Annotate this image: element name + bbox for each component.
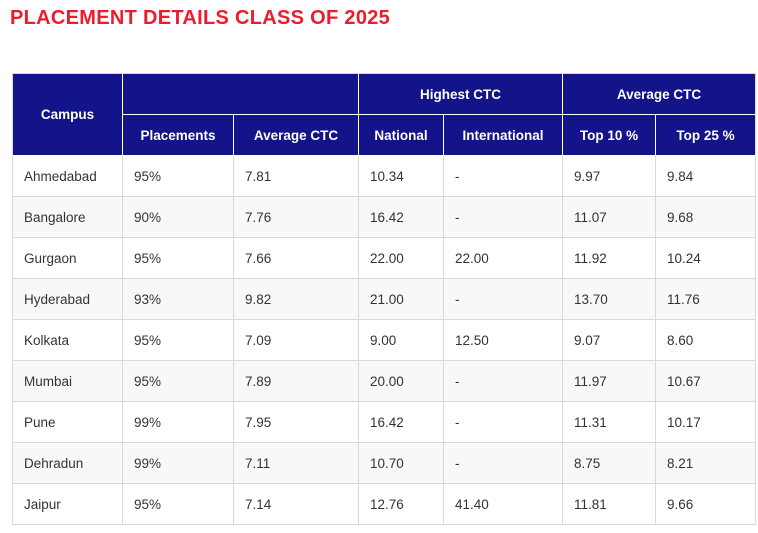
avg-ctc-top25-cell: 8.60 (655, 319, 756, 361)
header-row-groups: Campus Highest CTC Average CTC (12, 73, 756, 156)
avg-ctc-top25-cell: 11.76 (655, 278, 756, 320)
highest-ctc-international-cell: 22.00 (443, 237, 563, 279)
avg-ctc-top10-cell: 11.81 (562, 483, 656, 525)
table-row: Jaipur 95% 7.14 12.76 41.40 11.81 9.66 (12, 483, 756, 525)
header-top-10: Top 10 % (562, 114, 656, 156)
avg-ctc-top10-cell: 8.75 (562, 442, 656, 484)
highest-ctc-national-cell: 16.42 (358, 401, 444, 443)
avg-ctc-top25-cell: 10.67 (655, 360, 756, 402)
highest-ctc-international-cell: - (443, 278, 563, 320)
header-average-ctc: Average CTC (233, 114, 359, 156)
highest-ctc-national-cell: 12.76 (358, 483, 444, 525)
header-national: National (358, 114, 444, 156)
header-blank-cell (122, 73, 359, 115)
highest-ctc-national-cell: 9.00 (358, 319, 444, 361)
highest-ctc-national-cell: 10.70 (358, 442, 444, 484)
placements-cell: 93% (122, 278, 234, 320)
average-ctc-cell: 9.82 (233, 278, 359, 320)
highest-ctc-national-cell: 20.00 (358, 360, 444, 402)
placements-cell: 95% (122, 155, 234, 197)
campus-cell: Pune (12, 401, 123, 443)
avg-ctc-top10-cell: 13.70 (562, 278, 656, 320)
placement-table: Campus Highest CTC Average CTC Placement… (12, 73, 756, 525)
avg-ctc-top10-cell: 11.92 (562, 237, 656, 279)
header-international: International (443, 114, 563, 156)
average-ctc-cell: 7.95 (233, 401, 359, 443)
campus-cell: Bangalore (12, 196, 123, 238)
header-campus: Campus (12, 73, 123, 156)
placements-cell: 99% (122, 401, 234, 443)
page-title: PLACEMENT DETAILS CLASS OF 2025 (10, 7, 391, 29)
avg-ctc-top10-cell: 11.97 (562, 360, 656, 402)
campus-cell: Kolkata (12, 319, 123, 361)
highest-ctc-international-cell: - (443, 196, 563, 238)
table-row: Mumbai 95% 7.89 20.00 - 11.97 10.67 (12, 360, 756, 402)
placements-cell: 95% (122, 360, 234, 402)
placements-cell: 95% (122, 483, 234, 525)
table-body: Ahmedabad 95% 7.81 10.34 - 9.97 9.84 Ban… (12, 155, 756, 525)
campus-cell: Mumbai (12, 360, 123, 402)
highest-ctc-international-cell: 12.50 (443, 319, 563, 361)
header-placements: Placements (122, 114, 234, 156)
average-ctc-cell: 7.09 (233, 319, 359, 361)
placements-cell: 99% (122, 442, 234, 484)
placements-cell: 95% (122, 237, 234, 279)
highest-ctc-national-cell: 16.42 (358, 196, 444, 238)
avg-ctc-top10-cell: 11.31 (562, 401, 656, 443)
placements-cell: 90% (122, 196, 234, 238)
avg-ctc-top10-cell: 9.07 (562, 319, 656, 361)
table-row: Kolkata 95% 7.09 9.00 12.50 9.07 8.60 (12, 319, 756, 361)
highest-ctc-international-cell: - (443, 401, 563, 443)
highest-ctc-national-cell: 21.00 (358, 278, 444, 320)
campus-cell: Dehradun (12, 442, 123, 484)
highest-ctc-international-cell: - (443, 360, 563, 402)
average-ctc-cell: 7.89 (233, 360, 359, 402)
avg-ctc-top25-cell: 9.66 (655, 483, 756, 525)
avg-ctc-top25-cell: 9.84 (655, 155, 756, 197)
table-row: Hyderabad 93% 9.82 21.00 - 13.70 11.76 (12, 278, 756, 320)
header-group-highest-ctc: Highest CTC (358, 73, 563, 115)
table-row: Pune 99% 7.95 16.42 - 11.31 10.17 (12, 401, 756, 443)
table-row: Bangalore 90% 7.76 16.42 - 11.07 9.68 (12, 196, 756, 238)
highest-ctc-international-cell: - (443, 442, 563, 484)
highest-ctc-international-cell: - (443, 155, 563, 197)
avg-ctc-top25-cell: 8.21 (655, 442, 756, 484)
avg-ctc-top25-cell: 10.17 (655, 401, 756, 443)
header-row-columns: Placements Average CTC National Internat… (13, 114, 756, 156)
highest-ctc-international-cell: 41.40 (443, 483, 563, 525)
average-ctc-cell: 7.76 (233, 196, 359, 238)
highest-ctc-national-cell: 22.00 (358, 237, 444, 279)
table-row: Dehradun 99% 7.11 10.70 - 8.75 8.21 (12, 442, 756, 484)
header-top-25: Top 25 % (655, 114, 756, 156)
average-ctc-cell: 7.14 (233, 483, 359, 525)
avg-ctc-top25-cell: 10.24 (655, 237, 756, 279)
avg-ctc-top10-cell: 9.97 (562, 155, 656, 197)
header-group-average-ctc: Average CTC (562, 73, 756, 115)
average-ctc-cell: 7.11 (233, 442, 359, 484)
campus-cell: Ahmedabad (12, 155, 123, 197)
highest-ctc-national-cell: 10.34 (358, 155, 444, 197)
campus-cell: Gurgaon (12, 237, 123, 279)
campus-cell: Jaipur (12, 483, 123, 525)
average-ctc-cell: 7.81 (233, 155, 359, 197)
table-row: Gurgaon 95% 7.66 22.00 22.00 11.92 10.24 (12, 237, 756, 279)
average-ctc-cell: 7.66 (233, 237, 359, 279)
table-row: Ahmedabad 95% 7.81 10.34 - 9.97 9.84 (12, 155, 756, 197)
campus-cell: Hyderabad (12, 278, 123, 320)
avg-ctc-top25-cell: 9.68 (655, 196, 756, 238)
table-header: Campus Highest CTC Average CTC Placement… (12, 73, 756, 156)
avg-ctc-top10-cell: 11.07 (562, 196, 656, 238)
placements-cell: 95% (122, 319, 234, 361)
